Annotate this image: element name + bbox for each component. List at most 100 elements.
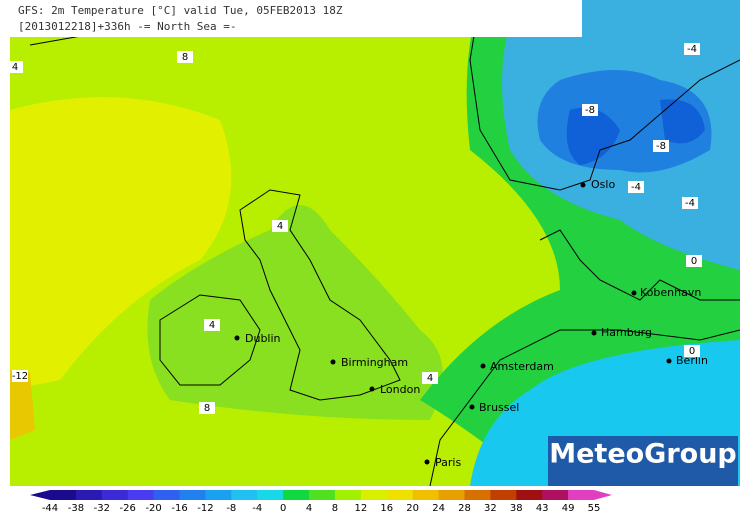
legend-swatch bbox=[101, 490, 129, 500]
legend-swatch bbox=[334, 490, 362, 500]
legend-tick: 20 bbox=[406, 503, 419, 514]
contour-label: 4 bbox=[277, 221, 283, 232]
contour-label-box bbox=[177, 51, 193, 63]
legend-tick: -38 bbox=[68, 503, 84, 514]
contour-label-box bbox=[7, 61, 23, 73]
contour-label-box bbox=[204, 319, 220, 331]
city-label: Amsterdam bbox=[490, 360, 554, 373]
logo-box bbox=[548, 436, 738, 486]
contour-label: 0 bbox=[691, 256, 697, 267]
contour-label-box bbox=[684, 345, 700, 357]
legend-tick: 16 bbox=[380, 503, 393, 514]
city-dot bbox=[480, 363, 486, 369]
contour-label-box bbox=[682, 197, 698, 209]
city-dot bbox=[424, 459, 430, 465]
legend-tick: -44 bbox=[42, 503, 58, 514]
legend-swatch bbox=[205, 490, 232, 500]
legend-tick: -12 bbox=[197, 503, 213, 514]
legend-swatch bbox=[50, 490, 77, 500]
legend-swatch bbox=[386, 490, 414, 500]
legend-tick: 8 bbox=[332, 503, 338, 514]
legend-tick: -16 bbox=[171, 503, 187, 514]
legend-arrow bbox=[30, 490, 50, 500]
legend-swatch bbox=[75, 490, 103, 500]
contour-label: -12 bbox=[12, 371, 28, 382]
legend-arrow bbox=[594, 490, 612, 500]
contour-label-box bbox=[199, 402, 215, 414]
contour-labels: 8 4 4 8 4 -8 -8 -4 -4 -4 0 0 -12 4 bbox=[7, 43, 702, 414]
city-label: Hamburg bbox=[601, 326, 652, 339]
header-box bbox=[10, 0, 582, 37]
legend-tick: 38 bbox=[510, 503, 523, 514]
legend-swatch bbox=[360, 490, 388, 500]
legend-swatch bbox=[412, 490, 440, 500]
legend-tick: -26 bbox=[120, 503, 136, 514]
contour-label: 8 bbox=[182, 52, 188, 63]
field bbox=[10, 0, 740, 486]
contour-label: 4 bbox=[12, 62, 18, 73]
legend-tick: 55 bbox=[588, 503, 601, 514]
header-line: [2013012218]+336h -= North Sea =- bbox=[18, 20, 237, 33]
city-label: Berlin bbox=[676, 354, 708, 367]
legend-tick: -8 bbox=[226, 503, 236, 514]
city-label: London bbox=[380, 383, 420, 396]
contour-label-box bbox=[653, 140, 669, 152]
legend-swatch bbox=[490, 490, 517, 500]
contour-label: 8 bbox=[204, 403, 210, 414]
legend-tick: -4 bbox=[252, 503, 262, 514]
legend-swatch bbox=[283, 490, 310, 500]
cities: Oslo Kobenhavn Hamburg Berlin Amsterdam … bbox=[234, 178, 708, 469]
city-dot bbox=[631, 290, 637, 296]
header-line: GFS: 2m Temperature [°C] valid Tue, 05FE… bbox=[18, 4, 343, 17]
city-dot bbox=[330, 359, 336, 365]
contour-label: -8 bbox=[656, 141, 666, 152]
legend-tick: 0 bbox=[280, 503, 286, 514]
contour-label-box bbox=[12, 370, 28, 382]
legend-tick: -20 bbox=[145, 503, 161, 514]
contour-label-box bbox=[628, 181, 644, 193]
legend-swatch bbox=[179, 490, 206, 500]
city-dot bbox=[234, 335, 240, 341]
contour-label: -4 bbox=[685, 198, 695, 209]
city-dot bbox=[369, 386, 375, 392]
legend-swatch bbox=[438, 490, 465, 500]
legend-tick: 24 bbox=[432, 503, 445, 514]
city-label: Paris bbox=[435, 456, 461, 469]
legend-tick: 49 bbox=[562, 503, 575, 514]
legend-tick: 32 bbox=[484, 503, 497, 514]
legend-swatch bbox=[153, 490, 181, 500]
contour-label: 4 bbox=[427, 373, 433, 384]
legend-swatch bbox=[127, 490, 155, 500]
legend-swatch bbox=[542, 490, 569, 500]
legend-swatch bbox=[516, 490, 543, 500]
city-label: Kobenhavn bbox=[640, 286, 701, 299]
contour-label-box bbox=[422, 372, 438, 384]
logo-text: MeteoGroup bbox=[549, 439, 737, 470]
city-dot bbox=[580, 182, 586, 188]
legend-tick: 12 bbox=[354, 503, 367, 514]
legend-tick: 28 bbox=[458, 503, 471, 514]
city-dot bbox=[469, 404, 475, 410]
legend-tick: 43 bbox=[536, 503, 549, 514]
contour-label: -8 bbox=[585, 105, 595, 116]
contour-label-box bbox=[686, 255, 702, 267]
logo: MeteoGroup bbox=[548, 436, 738, 486]
contour-label: 0 bbox=[689, 346, 695, 357]
city-label: Brussel bbox=[479, 401, 519, 414]
city-dot bbox=[591, 330, 597, 336]
legend-tick: -32 bbox=[94, 503, 110, 514]
city-label: Birmingham bbox=[341, 356, 408, 369]
legend-swatch bbox=[257, 490, 284, 500]
legend-swatch bbox=[309, 490, 336, 500]
city-label: Oslo bbox=[591, 178, 615, 191]
contour-label: -4 bbox=[631, 182, 641, 193]
legend-tick: 4 bbox=[306, 503, 312, 514]
city-label: Dublin bbox=[245, 332, 281, 345]
contour-label-box bbox=[582, 104, 598, 116]
contour-label-box bbox=[272, 220, 288, 232]
legend: -44 -38 -32 -26 -20 -16 -12 -8 -4 0 4 8 12 16 20 24 28 32… bbox=[30, 490, 612, 514]
contour-label: -4 bbox=[687, 44, 697, 55]
contour-label: 4 bbox=[209, 320, 215, 331]
legend-swatch bbox=[464, 490, 491, 500]
